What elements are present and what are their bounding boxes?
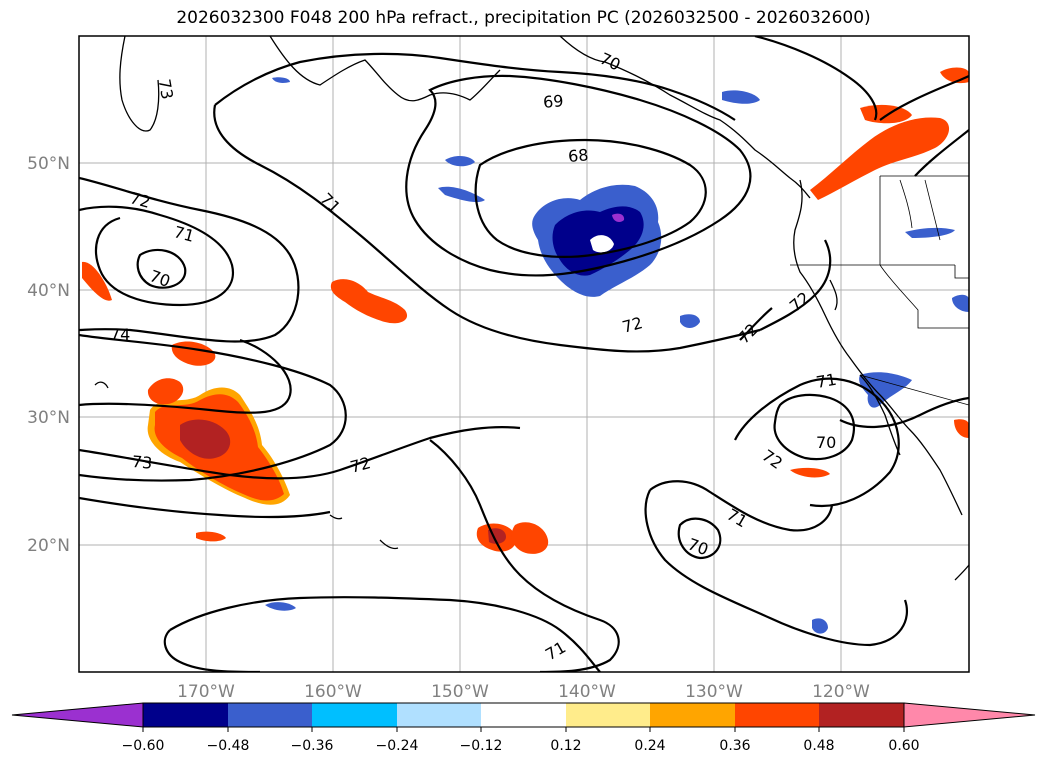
map-title: 2026032300 F048 200 hPa refract., precip… [176, 8, 871, 28]
colorbar-tick-label: −0.60 [122, 738, 165, 754]
colorbar-tick-label: 0.60 [888, 738, 919, 754]
contour-label: 71 [172, 222, 197, 246]
colorbar-segment [312, 703, 397, 727]
colorbar-tick-label: −0.36 [291, 738, 334, 754]
colorbar: −0.60 −0.48 −0.36 −0.24 −0.12 0.12 0.24 … [11, 702, 1036, 754]
colorbar-tick-label: 0.36 [719, 738, 750, 754]
colorbar-segment [650, 703, 735, 727]
contour-label: 73 [155, 78, 177, 101]
contour-label: 74 [110, 325, 130, 344]
lon-label: 120°W [812, 682, 870, 702]
contour-label: 72 [620, 313, 645, 337]
lon-label: 140°W [558, 682, 616, 702]
refractivity-contours [79, 36, 969, 672]
contour-label: 71 [815, 370, 838, 392]
colorbar-segment [397, 703, 481, 727]
colorbar-tick-label: 0.12 [550, 738, 581, 754]
contour-label: 73 [131, 452, 153, 473]
lat-label: 20°N [27, 536, 70, 556]
lon-label: 130°W [685, 682, 743, 702]
colorbar-segment [481, 703, 566, 727]
political-borders [790, 175, 969, 406]
contour-label: 72 [128, 188, 153, 212]
precip-positive [82, 67, 969, 554]
latitude-labels: 50°N 40°N 30°N 20°N [27, 154, 70, 556]
colorbar-extend-max [903, 702, 1036, 728]
contour-label: 69 [542, 91, 564, 112]
colorbar-segment [143, 703, 228, 727]
colorbar-tick-label: −0.24 [376, 738, 419, 754]
colorbar-tick-label: 0.48 [803, 738, 834, 754]
gridlines [79, 36, 969, 672]
contour-label: 72 [348, 453, 373, 477]
colorbar-tick-label: 0.24 [634, 738, 665, 754]
lat-label: 40°N [27, 281, 70, 301]
map-border [78, 35, 970, 673]
longitude-labels: 170°W 160°W 150°W 140°W 130°W 120°W [177, 682, 870, 702]
contour-label: 68 [567, 145, 589, 166]
colorbar-segment [566, 703, 650, 727]
colorbar-segment [228, 703, 312, 727]
lat-label: 30°N [27, 408, 70, 428]
colorbar-segment [819, 703, 904, 727]
lat-label: 50°N [27, 154, 70, 174]
colorbar-ticks [142, 727, 905, 732]
contour-label: 70 [816, 433, 836, 452]
colorbar-tick-label: −0.12 [460, 738, 503, 754]
lon-label: 170°W [177, 682, 235, 702]
precip-negative [265, 77, 969, 634]
coastlines [94, 36, 969, 581]
colorbar-extend-min [11, 702, 144, 728]
colorbar-tick-label: −0.48 [207, 738, 250, 754]
lon-label: 160°W [304, 682, 362, 702]
colorbar-segment [735, 703, 819, 727]
lon-label: 150°W [431, 682, 489, 702]
